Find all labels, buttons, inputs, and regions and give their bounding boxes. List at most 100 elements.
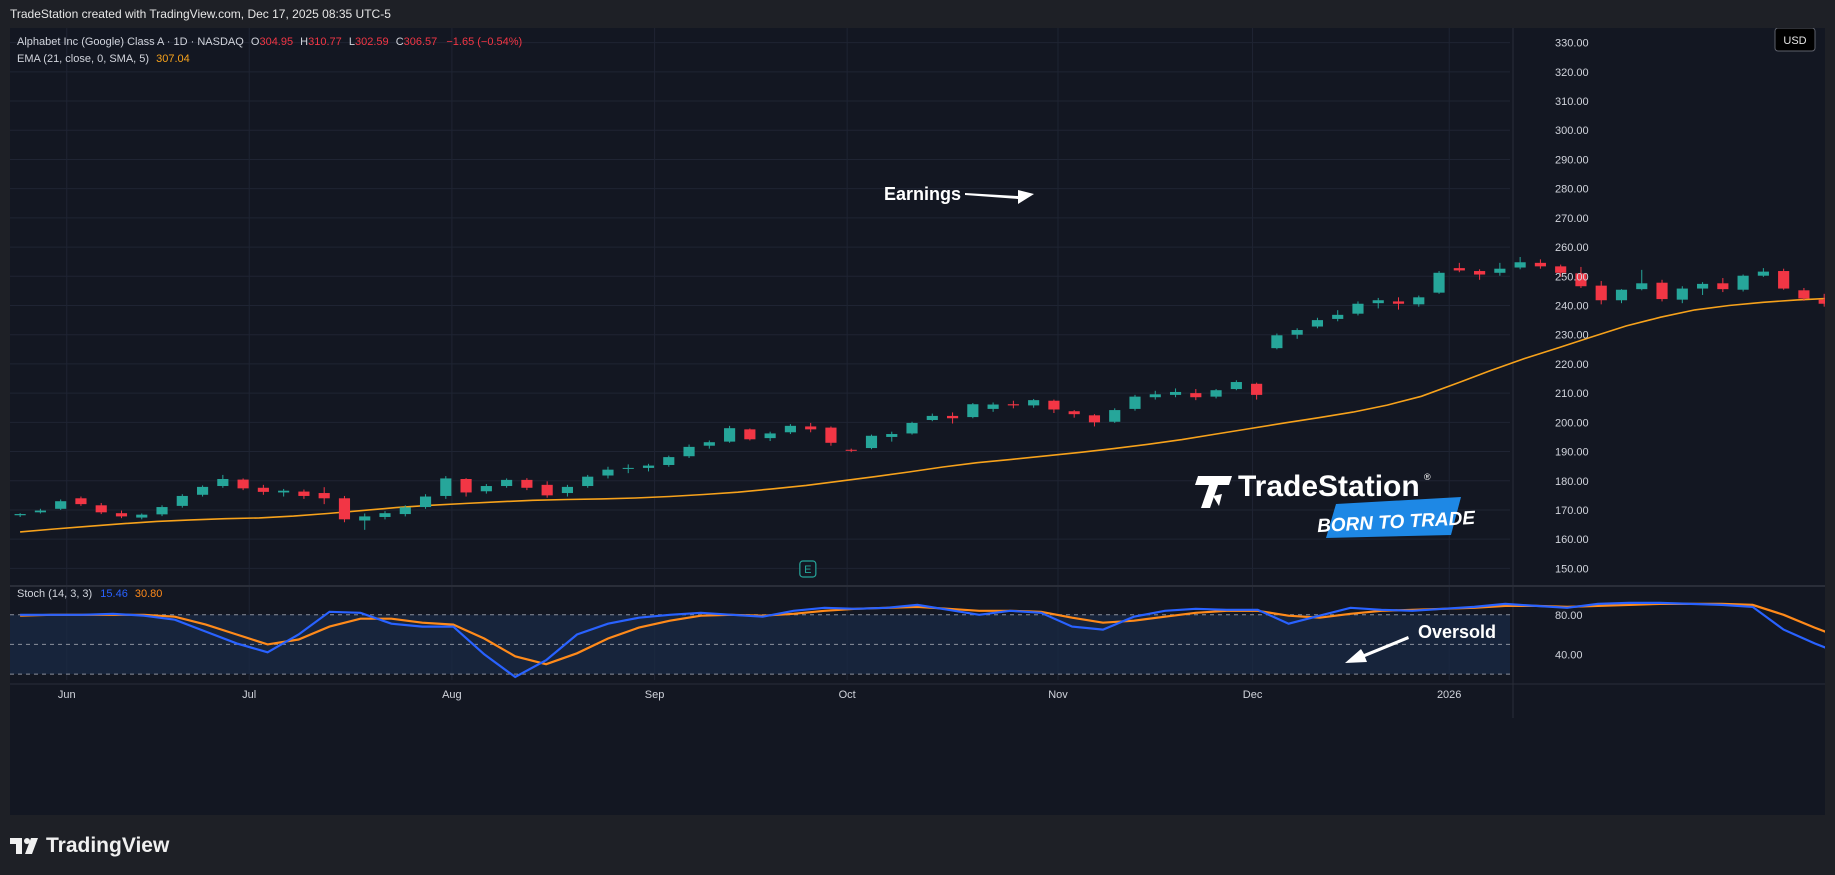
price-tick-label: 320.00 <box>1555 67 1589 79</box>
candle-body <box>460 479 472 493</box>
candle-body <box>1392 301 1405 304</box>
candle-body <box>764 433 776 439</box>
candle-body <box>1088 415 1101 423</box>
candle-body <box>1230 382 1242 390</box>
stoch-band <box>10 614 1510 675</box>
candle-body <box>1129 396 1141 409</box>
candle-body <box>663 457 675 465</box>
time-tick-label: Jun <box>58 689 76 701</box>
stoch-k-line <box>20 601 1835 679</box>
legend-ema-label: EMA (21, close, 0, SMA, 5) <box>17 53 149 65</box>
time-axis[interactable]: Jun Jul Aug Sep Oct Nov Dec 2026 <box>58 689 1462 701</box>
tradestation-logo: TradeStation ® BORN TO TRADE <box>1195 470 1477 538</box>
price-tick-label: 240.00 <box>1555 301 1589 313</box>
candle-body <box>865 435 878 449</box>
candle-body <box>237 479 249 489</box>
oversold-annotation: Oversold <box>1418 622 1496 642</box>
candle-body <box>318 493 330 499</box>
candle-body <box>1251 383 1263 395</box>
candle-body <box>906 422 918 434</box>
candle-body <box>1737 275 1749 290</box>
earnings-event-box <box>799 560 817 578</box>
candle-body <box>926 415 938 421</box>
time-tick-label: Sep <box>645 689 665 701</box>
candle-body <box>298 491 310 496</box>
candle-body <box>1575 273 1587 287</box>
price-tick-label: 280.00 <box>1555 184 1589 196</box>
candle-body <box>703 442 715 446</box>
candle-body <box>359 516 371 521</box>
currency-button[interactable]: USD <box>1774 27 1816 52</box>
candle-body <box>1717 283 1729 290</box>
price-tick-label: 330.00 <box>1555 38 1589 50</box>
candle-body <box>1372 300 1384 304</box>
legend-change: −1.65 (−0.54%) <box>446 36 522 48</box>
price-tick-label: 310.00 <box>1555 96 1589 108</box>
candle-body <box>825 427 837 443</box>
candle-body <box>399 507 411 515</box>
candle-body <box>1413 297 1425 305</box>
candle-body <box>1149 394 1161 398</box>
candle-body <box>805 426 817 430</box>
candle-body <box>1676 288 1688 300</box>
candle-body <box>14 514 26 516</box>
candle-body <box>338 498 351 520</box>
price-chart[interactable]: 00.51 150.00160.00170.00180.00190.00200.… <box>10 27 1835 815</box>
price-tick-label: 200.00 <box>1555 417 1589 429</box>
price-axis[interactable]: 150.00 160.00 170.00 180.00 190.00 200.00 210.… <box>1555 38 1589 662</box>
candle-body <box>440 478 452 496</box>
stochastic-indicator <box>20 601 1835 679</box>
stoch-legend: Stoch (14, 3, 3) 15.46 30.80 <box>17 588 162 600</box>
candle-body <box>1534 262 1546 267</box>
candle-body <box>1332 314 1344 319</box>
candle-body <box>1555 266 1567 273</box>
price-tick-label: 150.00 <box>1555 563 1589 575</box>
candle-body <box>1798 290 1810 299</box>
legend-open-label: O <box>251 36 260 48</box>
time-tick-label: Dec <box>1243 689 1263 701</box>
candle-body <box>1514 262 1526 268</box>
time-tick-label: Aug <box>442 689 462 701</box>
price-tick-label: 250.00 <box>1555 271 1589 283</box>
tradingview-logo: TradingView <box>10 834 169 858</box>
candle-body <box>886 434 898 437</box>
candle-body <box>784 425 796 433</box>
chart-container[interactable]: 00.51 150.00160.00170.00180.00190.00200.… <box>10 27 1835 815</box>
candle-body <box>1656 282 1668 300</box>
time-tick-label: Jul <box>242 689 256 701</box>
snapshot-title: TradeStation created with TradingView.co… <box>10 7 391 21</box>
candle-body <box>724 428 736 442</box>
price-tick-label: 260.00 <box>1555 242 1589 254</box>
legend-low-label: L <box>349 36 355 48</box>
legend-close: 306.57 <box>404 36 438 48</box>
candle-body <box>1068 411 1080 415</box>
legend-high: 310.77 <box>308 36 342 48</box>
earnings-arrow <box>965 190 1034 204</box>
candle-body <box>176 495 188 506</box>
top-bar: TradeStation created with TradingView.co… <box>0 0 1835 28</box>
legend-close-label: C <box>396 36 404 48</box>
earnings-event-marker[interactable]: E <box>799 560 817 578</box>
candle-body <box>1271 335 1283 349</box>
candle-body <box>602 469 614 476</box>
candle-body <box>845 449 857 451</box>
candle-body <box>1169 391 1182 395</box>
earnings-annotation: Earnings <box>884 184 961 204</box>
candle-body <box>521 479 533 488</box>
candle-body <box>622 467 634 469</box>
price-tick-label: 270.00 <box>1555 213 1589 225</box>
price-tick-label: 170.00 <box>1555 505 1589 517</box>
candle-body <box>967 404 979 418</box>
time-tick-label: Nov <box>1048 689 1068 701</box>
event-markers[interactable]: EE <box>799 560 1825 578</box>
footer-bar <box>0 815 1835 875</box>
currency-button-label: USD <box>1783 35 1806 47</box>
candle-body <box>196 486 209 495</box>
chart-background <box>10 28 1825 815</box>
candle-body <box>1028 400 1040 406</box>
time-tick-label: 2026 <box>1437 689 1461 701</box>
candle-body <box>987 404 999 409</box>
candle-body <box>379 513 391 517</box>
ema-line-group <box>20 297 1835 533</box>
candle-body <box>1757 271 1769 276</box>
